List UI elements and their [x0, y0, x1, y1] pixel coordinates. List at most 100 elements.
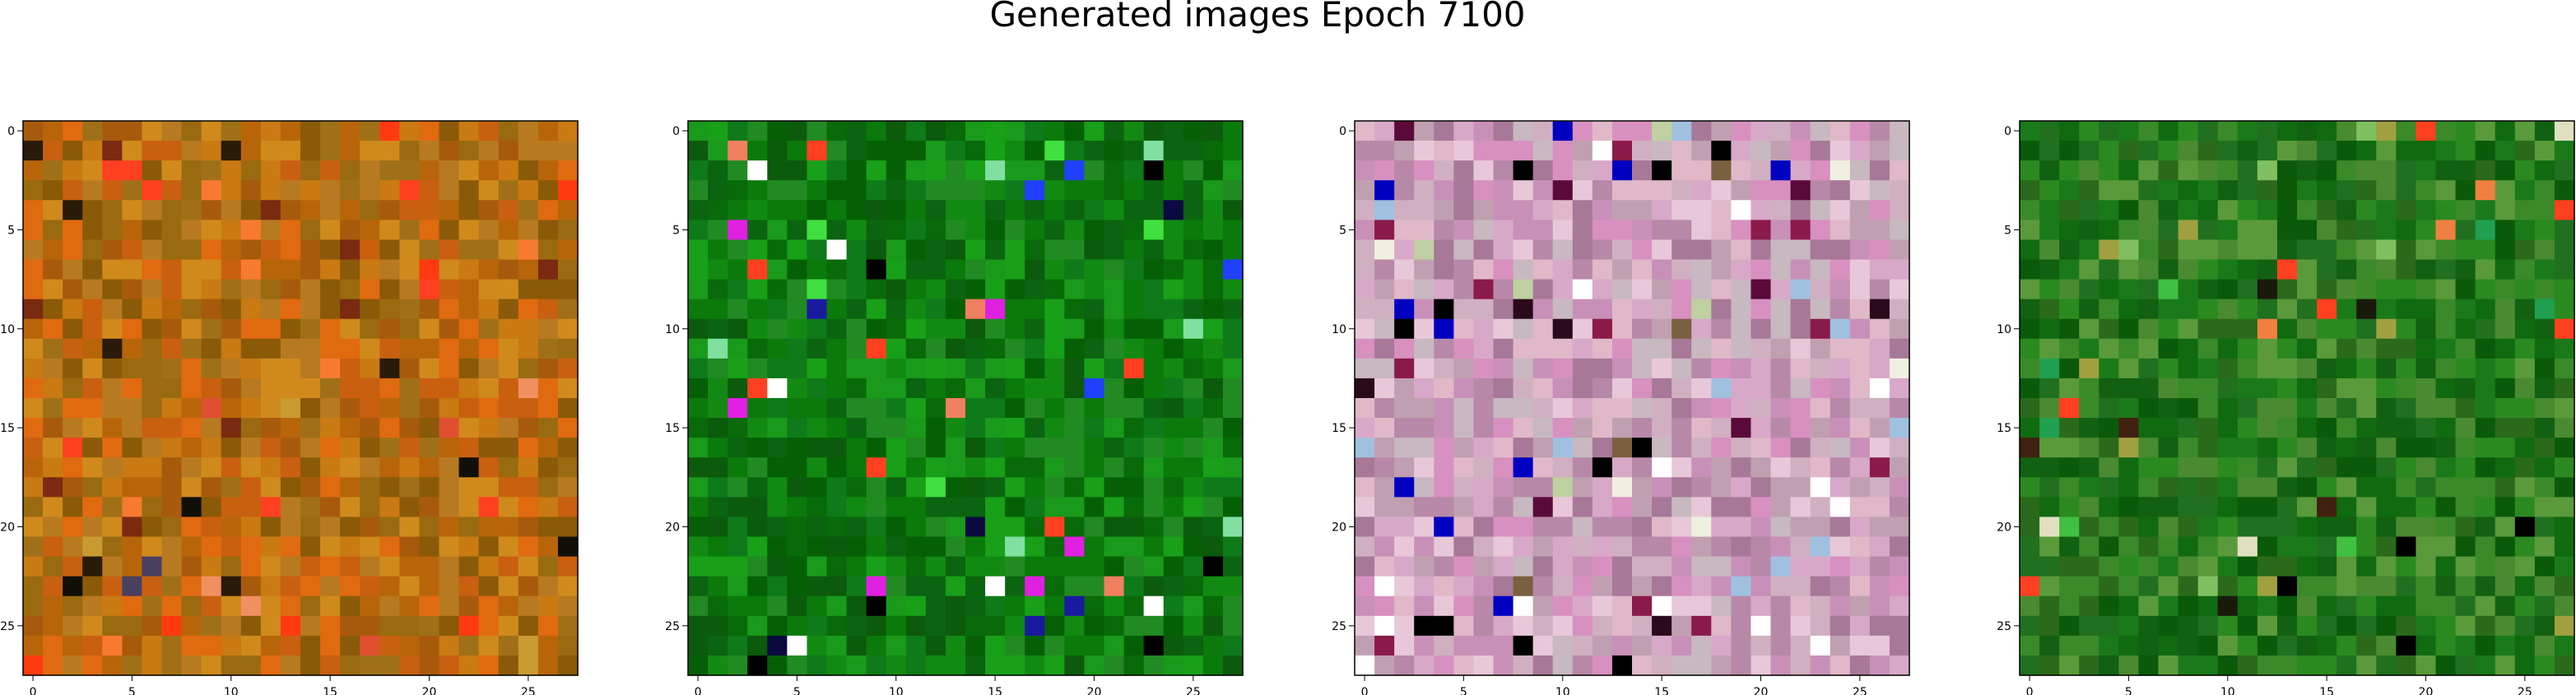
- pixel-cell: [161, 517, 183, 538]
- pixel-cell: [458, 160, 480, 181]
- pixel-cell: [2079, 438, 2099, 458]
- pixel-cell: [1434, 655, 1454, 676]
- pixel-cell: [1123, 299, 1145, 320]
- pixel-cell: [1652, 141, 1672, 161]
- pixel-cell: [419, 141, 440, 161]
- pixel-cell: [787, 239, 808, 261]
- pixel-cell: [945, 576, 966, 597]
- pixel-cell: [2099, 517, 2119, 538]
- pixel-cell: [2118, 358, 2140, 379]
- pixel-cell: [1632, 517, 1653, 538]
- pixel-cell: [1084, 259, 1105, 280]
- pixel-cell: [439, 576, 460, 597]
- pixel-cell: [1731, 536, 1752, 558]
- pixel-cell: [63, 418, 83, 438]
- pixel-cell: [728, 418, 748, 438]
- pixel-cell: [360, 438, 380, 458]
- pixel-cell: [1711, 279, 1732, 300]
- pixel-cell: [240, 576, 262, 597]
- pixel-cell: [1473, 141, 1495, 161]
- pixel-cell: [419, 239, 440, 261]
- pixel-cell: [2376, 259, 2397, 280]
- pixel-cell: [2138, 595, 2160, 617]
- pixel-cell: [1453, 635, 1475, 656]
- pixel-cell: [2455, 438, 2476, 458]
- pixel-cell: [1611, 576, 1633, 597]
- pixel-cell: [965, 536, 986, 558]
- pixel-cell: [2475, 279, 2496, 300]
- pixel-cell: [1473, 438, 1495, 458]
- pixel-cell: [2197, 398, 2219, 419]
- pixel-cell: [2276, 259, 2298, 280]
- pixel-cell: [2435, 536, 2457, 558]
- pixel-cell: [1790, 536, 1811, 558]
- pixel-cell: [905, 556, 927, 577]
- pixel-cell: [1790, 358, 1811, 379]
- pixel-cell: [1751, 299, 1772, 320]
- pixel-cell: [2416, 536, 2437, 558]
- pixel-cell: [1222, 220, 1244, 241]
- pixel-cell: [2514, 318, 2536, 340]
- pixel-cell: [439, 259, 460, 280]
- pixel-cell: [1790, 121, 1811, 141]
- pixel-cell: [2534, 595, 2555, 617]
- pixel-cell: [379, 378, 400, 399]
- pixel-cell: [2356, 615, 2377, 637]
- pixel-cell: [1711, 655, 1732, 676]
- pixel-cell: [201, 378, 222, 399]
- pixel-cell: [1632, 438, 1653, 458]
- pixel-cell: [1453, 239, 1475, 261]
- pixel-cell: [1790, 655, 1811, 676]
- pixel-cell: [2118, 299, 2140, 320]
- pixel-cell: [1849, 259, 1871, 280]
- pixel-cell: [300, 655, 321, 676]
- pixel-cell: [787, 318, 808, 340]
- pixel-cell: [688, 180, 709, 201]
- pixel-cell: [1084, 279, 1105, 300]
- pixel-cell: [846, 279, 867, 300]
- pixel-cell: [360, 398, 380, 419]
- pixel-cell: [807, 457, 828, 478]
- pixel-cell: [518, 279, 539, 300]
- pixel-cell: [2337, 299, 2357, 320]
- pixel-cell: [300, 556, 321, 577]
- pixel-cell: [1552, 239, 1574, 261]
- pixel-cell: [1104, 655, 1125, 676]
- pixel-cell: [280, 438, 301, 458]
- pixel-cell: [260, 536, 281, 558]
- pixel-cell: [1830, 477, 1851, 498]
- pixel-cell: [360, 259, 380, 280]
- pixel-cell: [688, 141, 709, 161]
- pixel-cell: [1394, 615, 1415, 637]
- pixel-cell: [1044, 299, 1065, 320]
- pixel-cell: [1064, 358, 1086, 379]
- pixel-cell: [478, 398, 500, 419]
- pixel-cell: [1163, 595, 1184, 617]
- pixel-cell: [240, 398, 262, 419]
- pixel-cell: [201, 655, 222, 676]
- pixel-cell: [1414, 536, 1434, 558]
- pixel-cell: [2257, 259, 2278, 280]
- pixel-cell: [518, 497, 539, 518]
- pixel-cell: [340, 615, 360, 637]
- pixel-cell: [181, 279, 202, 300]
- pixel-cell: [2396, 160, 2417, 181]
- pixel-cell: [728, 556, 748, 577]
- pixel-cell: [1202, 141, 1224, 161]
- pixel-cell: [965, 259, 986, 280]
- pixel-cell: [1394, 121, 1415, 141]
- pixel-cell: [221, 457, 242, 478]
- pixel-cell: [2197, 378, 2219, 399]
- pixel-cell: [1552, 595, 1574, 617]
- pixel-cell: [747, 318, 768, 340]
- pixel-cell: [498, 299, 519, 320]
- pixel-cell: [2138, 438, 2160, 458]
- pixel-cell: [1434, 279, 1454, 300]
- pixel-cell: [945, 160, 966, 181]
- pixel-cell: [1473, 318, 1495, 340]
- pixel-cell: [1025, 378, 1045, 399]
- pixel-cell: [2435, 180, 2457, 201]
- pixel-cell: [2416, 338, 2437, 359]
- pixel-cell: [1163, 279, 1184, 300]
- pixel-cell: [360, 358, 380, 379]
